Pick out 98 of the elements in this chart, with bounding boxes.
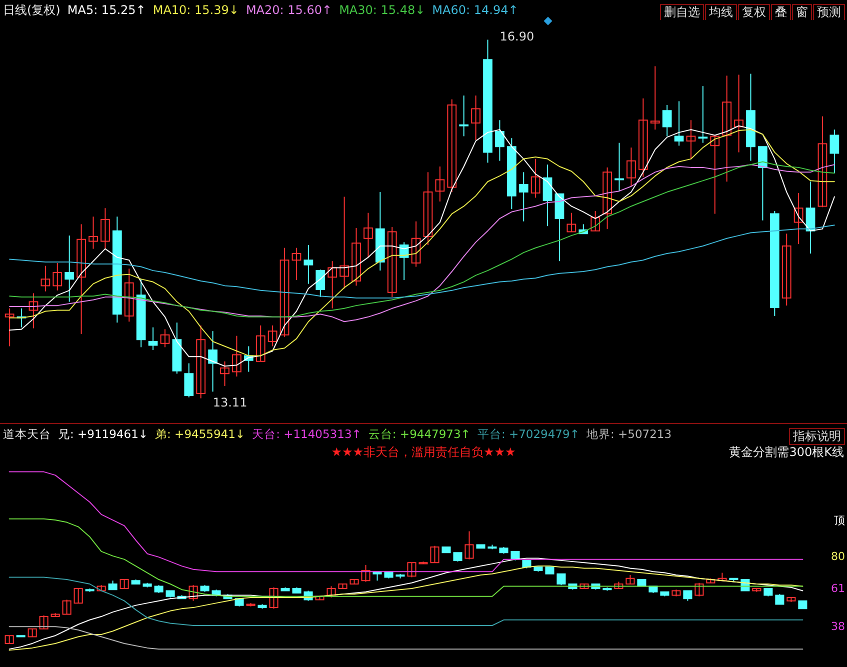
chart-title: 日线(复权) — [3, 3, 60, 17]
candlestick — [722, 75, 732, 182]
candlestick — [566, 212, 576, 232]
text: 复权 — [738, 4, 770, 21]
chart-title: 道本天台 — [3, 427, 51, 441]
text: 兄: +9119461↓ — [58, 427, 148, 441]
candlestick — [683, 590, 692, 602]
candlestick — [818, 116, 828, 208]
text: 38 — [831, 620, 845, 633]
candlestick — [124, 268, 134, 322]
candlestick — [423, 172, 433, 246]
candlestick — [64, 235, 74, 302]
candlestick — [590, 210, 600, 232]
candlestick — [430, 545, 440, 564]
candlestick — [62, 599, 72, 615]
candlestick — [268, 324, 278, 347]
text: 平台: +7029479↑ — [477, 427, 580, 441]
candlestick — [256, 324, 266, 362]
candlestick — [4, 635, 14, 644]
text: 预测 — [813, 4, 845, 21]
candlestick — [316, 269, 326, 298]
candlestick — [698, 86, 708, 144]
text: 80 — [831, 550, 845, 563]
candlestick — [269, 586, 278, 610]
candlestick — [556, 573, 566, 586]
candlestick — [686, 120, 696, 160]
text: 删自选 — [660, 4, 704, 21]
candlestick — [160, 328, 170, 348]
text: MA5: 15.25↑ — [67, 3, 146, 17]
candlestick — [4, 308, 14, 347]
candlestick — [435, 166, 445, 202]
candlestick — [88, 216, 98, 250]
candlestick — [76, 224, 86, 334]
text: 叠 — [771, 4, 791, 21]
text: 弟: +9455941↓ — [155, 427, 246, 441]
candlestick — [694, 582, 704, 597]
candlestick — [464, 530, 474, 560]
candlestick — [100, 208, 110, 250]
candlestick — [459, 95, 469, 137]
text: 地界: +507213 — [586, 427, 672, 441]
candlestick — [326, 586, 336, 598]
candlestick — [196, 324, 206, 399]
candlestick — [530, 158, 540, 198]
text: 61 — [831, 582, 845, 595]
candlestick — [407, 562, 416, 578]
candlestick — [361, 564, 370, 582]
candlestick — [40, 265, 50, 292]
candlestick — [188, 584, 198, 602]
candlestick — [602, 166, 612, 230]
candlestick — [626, 147, 636, 187]
candlestick — [39, 614, 48, 630]
candlestick — [148, 326, 158, 351]
text: 指标说明 — [789, 428, 845, 445]
text: ★★★非天台，滥用责任自负★★★ — [331, 445, 516, 459]
candlestick — [650, 66, 660, 130]
candlestick — [411, 220, 421, 268]
candlestick — [447, 98, 457, 193]
candlestick — [280, 247, 290, 338]
candlestick — [387, 226, 397, 298]
candlestick — [674, 100, 684, 146]
text: 窗 — [792, 4, 812, 21]
text: MA60: 14.94↑ — [432, 3, 518, 17]
candlestick — [830, 129, 840, 174]
candlestick — [184, 362, 194, 398]
candlestick — [734, 74, 744, 153]
candlestick — [52, 262, 62, 291]
candlestick — [232, 335, 242, 378]
candlestick — [758, 146, 768, 221]
candlestick — [74, 588, 83, 604]
text: 天台: +11405313↑ — [252, 427, 362, 441]
candlestick — [710, 136, 720, 214]
text: MA30: 15.48↓ — [339, 3, 426, 17]
candlestick — [220, 360, 230, 386]
text: 顶 — [834, 514, 845, 527]
annotation: 13.11 — [212, 395, 248, 410]
annotation: 16.90 — [500, 30, 534, 44]
candlestick — [662, 104, 672, 137]
candlestick — [775, 594, 784, 605]
candlestick — [794, 192, 804, 245]
text: 黄金分割需300根K线 — [729, 444, 844, 460]
candlestick — [518, 172, 528, 222]
candlestick — [352, 227, 361, 286]
candlestick — [304, 244, 314, 284]
candlestick — [364, 212, 373, 258]
text: 云台: +9447973↑ — [368, 427, 470, 441]
candlestick — [782, 233, 792, 306]
candlestick — [28, 292, 38, 329]
candlestick — [471, 95, 480, 141]
candlestick — [328, 260, 338, 309]
candlestick — [292, 247, 302, 281]
text: 均线 — [705, 4, 737, 21]
text: MA20: 15.60↑ — [246, 3, 332, 17]
candlestick — [638, 98, 648, 178]
candlestick — [495, 120, 504, 162]
candlestick — [340, 196, 349, 290]
candlestick — [542, 164, 552, 227]
candlestick — [208, 330, 218, 392]
text: MA10: 15.39↓ — [152, 3, 239, 17]
